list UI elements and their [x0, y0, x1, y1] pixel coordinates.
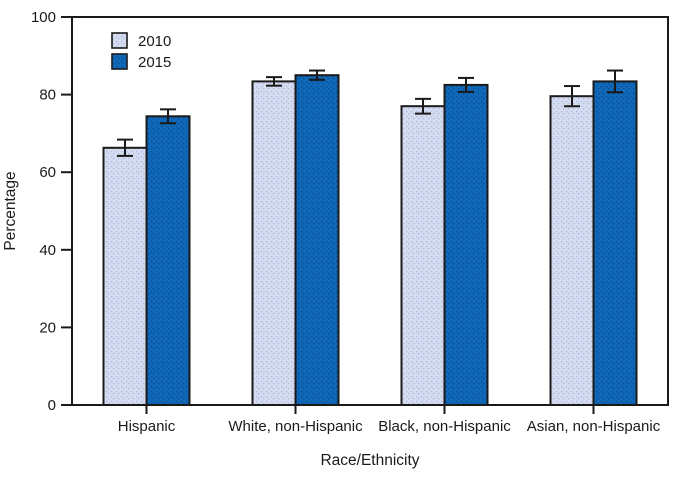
y-tick-label: 100	[31, 9, 56, 26]
legend-swatch-2010	[111, 32, 128, 49]
bar-2010-group0	[102, 146, 148, 407]
x-category-label: Black, non-Hispanic	[378, 418, 511, 435]
y-tick-label: 80	[39, 87, 56, 104]
plot-frame	[71, 16, 669, 406]
bar-2010-group3	[549, 95, 595, 406]
y-tick-label: 60	[39, 164, 56, 181]
x-category-label: Hispanic	[118, 418, 176, 435]
bar-2015-group0	[145, 115, 191, 407]
y-tick-label: 40	[39, 242, 56, 259]
y-tick-label: 20	[39, 319, 56, 336]
legend-label-2015: 2015	[138, 54, 171, 71]
bar-2010-group2	[400, 105, 446, 406]
y-axis-title: Percentage	[2, 171, 19, 251]
x-category-label: Asian, non-Hispanic	[527, 418, 661, 435]
bar-2015-group3	[592, 80, 638, 407]
bar-2015-group1	[294, 74, 340, 406]
y-tick-label: 0	[48, 397, 56, 414]
bar-2010-group1	[251, 80, 297, 407]
x-axis-title: Race/Ethnicity	[320, 452, 420, 469]
x-category-label: White, non-Hispanic	[228, 418, 363, 435]
bar-2015-group2	[443, 83, 489, 407]
legend-swatch-2015	[111, 53, 128, 70]
legend-label-2010: 2010	[138, 33, 171, 50]
